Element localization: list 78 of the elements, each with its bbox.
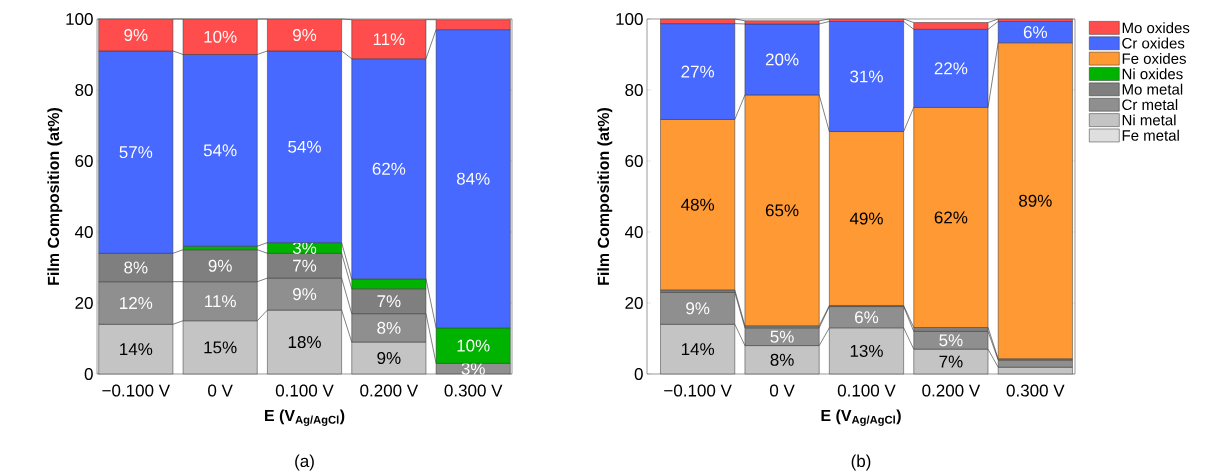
data-label: 9%	[293, 28, 317, 41]
data-label: 13%	[850, 344, 883, 357]
y-tick-label: 20	[625, 296, 643, 310]
data-label: 14%	[681, 343, 715, 356]
data-label: 9%	[124, 28, 148, 41]
data-label: 31%	[850, 70, 883, 83]
legend-label: Ni metal	[1122, 114, 1176, 126]
data-label: 10%	[204, 30, 237, 43]
y-tick-label: 80	[625, 83, 643, 97]
legend-label: Fe metal	[1122, 129, 1179, 141]
x-tick-label: 0 V	[208, 384, 233, 397]
y-tick-label: 60	[625, 154, 643, 168]
data-label: 27%	[681, 65, 715, 78]
x-axis-title: E (V$_{Ag/AgCl}$)	[821, 409, 901, 426]
y-tick-label: 100	[616, 12, 643, 26]
data-label: 7%	[293, 259, 317, 272]
data-label: 7%	[377, 295, 401, 308]
y-tick-label: 0	[84, 367, 93, 381]
data-label: 89%	[1019, 194, 1052, 207]
y-tick-label: 100	[66, 12, 93, 26]
legend-label: Mo oxides	[1122, 22, 1190, 34]
data-label: 9%	[686, 302, 710, 315]
data-label: 84%	[456, 172, 490, 185]
x-tick-label: 0.100 V	[275, 384, 334, 397]
text: (a)	[295, 454, 314, 471]
legend-label: Fe oxides	[1122, 52, 1186, 64]
legend-label: Mo metal	[1122, 83, 1183, 95]
legend-label: Cr oxides	[1122, 37, 1185, 49]
text: (b)	[851, 454, 871, 471]
y-tick-label: 60	[75, 154, 93, 168]
data-label: 8%	[124, 261, 148, 274]
y-tick-label: 0	[634, 367, 643, 381]
x-tick-label: 0.300 V	[444, 384, 503, 397]
data-label: 22%	[934, 62, 968, 75]
x-tick-label: −0.100 V	[102, 384, 170, 397]
data-label: 11%	[205, 295, 236, 308]
legend-label: Ni oxides	[1122, 68, 1183, 80]
y-tick-label: 80	[75, 83, 93, 97]
x-tick-label: 0.200 V	[922, 384, 981, 397]
data-label: 48%	[681, 198, 715, 211]
data-label: 18%	[288, 336, 321, 349]
data-label: 8%	[770, 353, 794, 366]
data-label: 8%	[377, 321, 401, 334]
data-label: 49%	[849, 212, 883, 225]
data-label: 7%	[939, 355, 963, 368]
data-label: 62%	[934, 211, 968, 224]
data-label: 62%	[372, 162, 406, 175]
data-label: 15%	[204, 341, 237, 354]
x-tick-label: 0.200 V	[360, 384, 419, 397]
data-label: 57%	[119, 146, 153, 159]
x-tick-label: −0.100 V	[664, 384, 732, 397]
data-label: 54%	[203, 144, 237, 157]
y-tick-label: 20	[75, 296, 93, 310]
data-label: 6%	[855, 311, 879, 324]
data-label: 20%	[765, 53, 799, 66]
x-axis-title: E (V$_{Ag/AgCl}$)	[265, 409, 345, 426]
data-label: 12%	[120, 297, 153, 309]
data-label: 11%	[373, 33, 405, 46]
data-label: 9%	[293, 288, 317, 301]
legend-label: Cr metal	[1122, 99, 1178, 111]
data-label: 10%	[457, 339, 490, 352]
data-label: 5%	[770, 330, 794, 343]
y-tick-label: 40	[624, 225, 643, 239]
data-label: 65%	[765, 204, 799, 217]
data-label: 54%	[288, 140, 321, 153]
data-label: 9%	[208, 259, 232, 272]
data-label: 3%	[292, 241, 317, 254]
data-label: 5%	[939, 334, 963, 347]
x-tick-label: 0 V	[769, 384, 795, 397]
data-label: 6%	[1023, 26, 1047, 39]
data-label: 14%	[120, 343, 153, 356]
y-axis-title: Film Composition (at%)	[47, 107, 63, 285]
x-tick-label: 0.300 V	[1006, 384, 1065, 397]
x-tick-label: 0.100 V	[837, 384, 896, 397]
data-label: 9%	[377, 351, 401, 365]
y-axis-title: Film Composition (at%)	[597, 107, 613, 285]
data-label: 3%	[461, 362, 485, 375]
y-tick-label: 40	[74, 225, 93, 239]
